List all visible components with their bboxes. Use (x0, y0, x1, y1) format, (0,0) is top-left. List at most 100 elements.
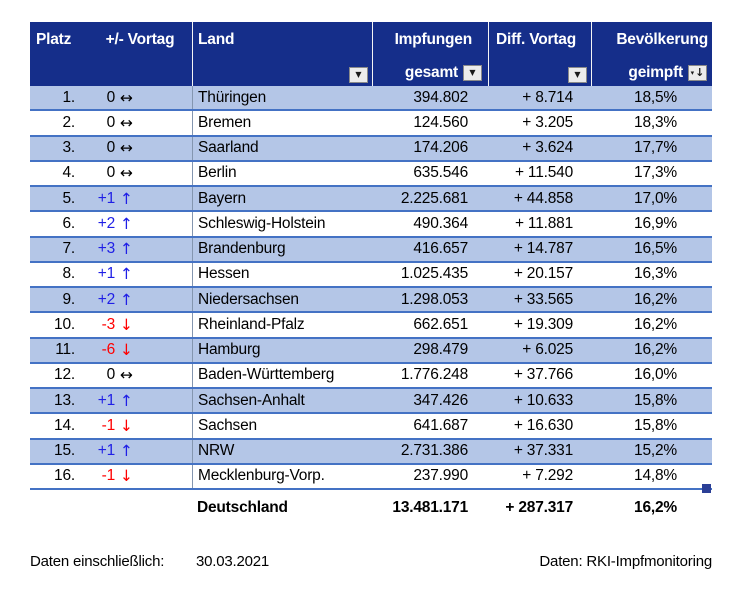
pct-cell: 16,2% (634, 290, 677, 308)
total-vaccinations-cell: 1.776.248 (400, 366, 468, 384)
rank-cell: 14. (54, 416, 75, 434)
change-cell: -3 ↓ (88, 316, 192, 334)
change-cell: +1 ↑ (88, 442, 192, 460)
total-diff-cell: + 287.317 (505, 498, 573, 516)
filter-dropdown-icon[interactable]: ▼ (349, 67, 368, 83)
col-header-pct-label: Bevölkerung (616, 31, 708, 48)
change-cell: 0 ↔ (88, 114, 192, 132)
table-header: Platz +/- Vortag Land ▼ Impfungen gesamt… (30, 22, 712, 86)
pct-cell: 17,7% (634, 139, 677, 157)
footer: Daten einschließlich: 30.03.2021 Daten: … (30, 553, 712, 570)
left-right-arrow-icon: ↔ (120, 164, 133, 183)
pct-cell: 18,3% (634, 113, 677, 131)
state-cell: Bremen (192, 111, 372, 135)
change-value: -1 (101, 416, 116, 434)
total-label-cell: Deutschland (197, 498, 288, 516)
rank-cell: 11. (55, 341, 75, 359)
table-row: 13. +1 ↑ Sachsen-Anhalt 347.426 + 10.633 15,8% (30, 389, 712, 415)
change-value: +2 (97, 214, 115, 232)
up-arrow-icon: ↑ (120, 214, 133, 233)
total-vaccinations-cell: 1.298.053 (400, 290, 468, 308)
total-vaccinations-cell: 174.206 (413, 139, 468, 157)
footer-data-as-of-label: Daten einschließlich: (30, 553, 165, 570)
change-cell: 0 ↔ (88, 164, 192, 182)
state-cell: Schleswig-Holstein (192, 212, 372, 236)
change-value: 0 (106, 113, 116, 131)
diff-cell: + 33.565 (513, 290, 573, 308)
change-value: -6 (101, 341, 116, 359)
table-row: 4. 0 ↔ Berlin 635.546 + 11.540 17,3% (30, 161, 712, 187)
total-vaccinations-cell: 298.479 (413, 341, 468, 359)
table-row: 16. -1 ↓ Mecklenburg-Vorp. 237.990 + 7.292 14,… (30, 464, 712, 490)
pct-cell: 16,2% (634, 341, 677, 359)
diff-cell: + 11.540 (514, 164, 573, 182)
change-value: 0 (106, 139, 116, 157)
change-value: +1 (97, 391, 115, 409)
diff-cell: + 14.787 (513, 240, 573, 258)
table-row: 14. -1 ↓ Sachsen 641.687 + 16.630 15,8% (30, 414, 712, 440)
total-vaccinations-cell: 416.657 (413, 240, 468, 258)
col-header-change-label: +/- Vortag (105, 31, 175, 48)
total-pct-cell: 16,2% (634, 498, 677, 516)
total-row: Deutschland 13.481.171 + 287.317 16,2% (30, 493, 712, 522)
table-row: 1. 0 ↔ Thüringen 394.802 + 8.714 18,5% (30, 86, 712, 112)
col-header-state-label: Land (198, 31, 235, 48)
table-resize-handle[interactable] (702, 484, 711, 493)
diff-cell: + 16.630 (513, 416, 573, 434)
rank-cell: 5. (62, 189, 75, 207)
pct-cell: 14,8% (634, 467, 677, 485)
pct-cell: 15,8% (634, 416, 677, 434)
up-arrow-icon: ↑ (120, 189, 133, 208)
change-cell: 0 ↔ (88, 366, 192, 384)
table-row: 8. +1 ↑ Hessen 1.025.435 + 20.157 16,3% (30, 262, 712, 288)
left-right-arrow-icon: ↔ (120, 139, 133, 158)
change-value: 0 (106, 366, 116, 384)
up-arrow-icon: ↑ (120, 290, 133, 309)
diff-cell: + 44.858 (513, 189, 573, 207)
total-vaccinations-cell: 13.481.171 (392, 498, 468, 516)
table-row: 11. -6 ↓ Hamburg 298.479 + 6.025 16,2% (30, 338, 712, 364)
state-cell: Sachsen-Anhalt (192, 389, 372, 413)
col-header-diff-label: Diff. Vortag (496, 31, 576, 48)
total-vaccinations-cell: 490.364 (413, 214, 468, 232)
pct-cell: 16,0% (634, 366, 677, 384)
sort-descending-filter-icon[interactable]: ▾ ↓ (688, 65, 707, 81)
change-value: -1 (101, 467, 116, 485)
change-value: 0 (106, 88, 116, 106)
left-right-arrow-icon: ↔ (120, 366, 133, 385)
table-row: 5. +1 ↑ Bayern 2.225.681 + 44.858 17,0% (30, 187, 712, 213)
rank-cell: 7. (62, 240, 75, 258)
filter-dropdown-icon[interactable]: ▼ (568, 67, 587, 83)
table-row: 2. 0 ↔ Bremen 124.560 + 3.205 18,3% (30, 111, 712, 137)
table-row: 6. +2 ↑ Schleswig-Holstein 490.364 + 11.881 16… (30, 212, 712, 238)
rank-cell: 2. (62, 113, 75, 131)
down-arrow-icon: ↓ (120, 467, 133, 486)
state-cell: Berlin (192, 161, 372, 185)
state-cell: Baden-Württemberg (192, 363, 372, 387)
diff-cell: + 11.881 (514, 214, 573, 232)
footer-date: 30.03.2021 (196, 553, 270, 570)
col-header-pct: Bevölkerung geimpft ▾ ↓ (591, 22, 712, 86)
state-cell: Brandenburg (192, 237, 372, 261)
col-header-state: Land ▼ (192, 22, 372, 86)
total-vaccinations-cell: 237.990 (413, 467, 468, 485)
pct-cell: 16,2% (634, 315, 677, 333)
change-value: +2 (97, 290, 115, 308)
state-cell: Rheinland-Pfalz (192, 313, 372, 337)
state-cell: Mecklenburg-Vorp. (192, 464, 372, 488)
rank-cell: 1. (62, 88, 75, 106)
change-cell: 0 ↔ (88, 89, 192, 107)
diff-cell: + 20.157 (513, 265, 573, 283)
col-header-pct-label2: geimpft (628, 64, 683, 81)
change-value: +1 (97, 189, 115, 207)
col-header-rank-label: Platz (36, 31, 72, 48)
state-cell: NRW (192, 439, 372, 463)
col-header-change: +/- Vortag (88, 22, 192, 86)
state-cell: Bayern (192, 187, 372, 211)
total-vaccinations-cell: 641.687 (413, 416, 468, 434)
filter-dropdown-icon[interactable]: ▼ (463, 65, 482, 81)
diff-cell: + 7.292 (522, 467, 573, 485)
table-row: 15. +1 ↑ NRW 2.731.386 + 37.331 15,2% (30, 439, 712, 465)
change-cell: -6 ↓ (88, 341, 192, 359)
change-value: +1 (97, 265, 115, 283)
